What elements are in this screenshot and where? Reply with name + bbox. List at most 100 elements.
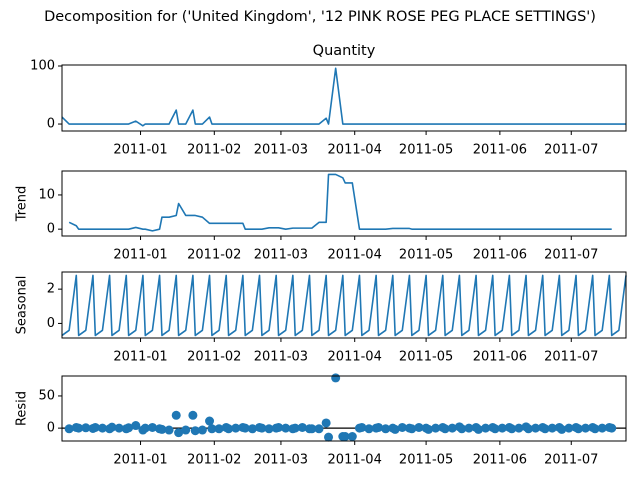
resid-point	[324, 432, 334, 442]
resid-point	[364, 424, 374, 434]
y-tick-label: 0	[47, 316, 55, 331]
y-tick-label: 0	[47, 117, 55, 132]
resid-point	[297, 422, 307, 432]
resid-point	[597, 423, 607, 433]
x-tick-label: 2011-07	[544, 453, 598, 468]
resid-point	[423, 424, 433, 434]
x-tick-label: 2011-03	[254, 143, 308, 158]
y-tick-label: 0	[47, 222, 55, 237]
x-tick-label: 2011-02	[187, 143, 241, 158]
resid-point	[497, 423, 507, 433]
resid-point	[164, 425, 174, 435]
resid-point	[397, 422, 407, 432]
resid-point	[547, 423, 557, 433]
resid-point	[540, 424, 550, 434]
resid-point	[124, 423, 134, 433]
resid-point	[431, 423, 441, 433]
x-tick-label: 2011-06	[473, 453, 527, 468]
figure-title: Decomposition for ('United Kingdom', '12…	[44, 9, 596, 25]
y-tick-label: 0	[47, 421, 55, 436]
resid-point	[90, 422, 100, 432]
x-tick-label: 2011-05	[399, 248, 453, 263]
resid-point	[357, 422, 367, 432]
resid-point	[274, 422, 284, 432]
resid-point	[390, 424, 400, 434]
x-tick-label: 2011-06	[473, 248, 527, 263]
x-tick-label: 2011-03	[254, 248, 308, 263]
axes-frame	[61, 271, 627, 339]
resid-point	[205, 416, 215, 426]
resid-point	[374, 422, 384, 432]
x-tick-label: 2011-03	[254, 453, 308, 468]
resid-point	[281, 423, 291, 433]
y-tick-label: 50	[38, 388, 55, 403]
series-line	[61, 67, 626, 127]
y-axis-label: Resid	[15, 391, 30, 426]
resid-point	[190, 426, 200, 436]
resid-point	[240, 423, 250, 433]
resid-point	[307, 424, 317, 434]
resid-point	[573, 424, 583, 434]
resid-point	[581, 423, 591, 433]
resid-point	[97, 423, 107, 433]
resid-point	[464, 423, 474, 433]
resid-point	[188, 410, 198, 420]
resid-point	[81, 423, 91, 433]
resid-point	[114, 423, 124, 433]
x-tick-label: 2011-07	[544, 350, 598, 365]
x-tick-label: 2011-05	[399, 350, 453, 365]
x-tick-label: 2011-01	[113, 143, 167, 158]
series-line	[68, 173, 612, 232]
x-tick-label: 2011-01	[113, 350, 167, 365]
resid-point	[140, 423, 150, 433]
resid-point	[181, 425, 191, 435]
resid-point	[331, 373, 341, 383]
y-tick-label: 2	[47, 282, 55, 297]
resid-point	[557, 424, 567, 434]
y-axis-label: Trend	[15, 186, 30, 223]
resid-point	[321, 418, 331, 428]
resid-point	[207, 424, 217, 434]
x-tick-label: 2011-04	[328, 143, 382, 158]
series-line	[61, 274, 627, 337]
resid-point	[457, 424, 467, 434]
resid-point	[257, 423, 267, 433]
resid-point	[74, 423, 84, 433]
resid-point	[407, 424, 417, 434]
x-tick-label: 2011-07	[544, 143, 598, 158]
resid-point	[381, 424, 391, 434]
resid-point	[564, 423, 574, 433]
x-tick-label: 2011-02	[187, 248, 241, 263]
x-tick-label: 2011-05	[399, 453, 453, 468]
resid-point	[314, 424, 324, 434]
resid-point	[490, 424, 500, 434]
x-tick-label: 2011-05	[399, 143, 453, 158]
y-tick-label: 10	[38, 187, 55, 202]
resid-point	[171, 410, 181, 420]
resid-point	[214, 424, 224, 434]
resid-point	[157, 424, 167, 434]
panel-title: Quantity	[313, 43, 376, 59]
resid-point	[347, 431, 357, 441]
resid-point	[473, 424, 483, 434]
resid-point	[197, 425, 207, 435]
resid-point	[264, 424, 274, 434]
resid-point	[231, 423, 241, 433]
resid-point	[340, 431, 350, 441]
resid-point	[590, 424, 600, 434]
y-tick-label: 100	[30, 58, 55, 73]
resid-point	[64, 424, 74, 434]
x-tick-label: 2011-07	[544, 248, 598, 263]
resid-point	[514, 423, 524, 433]
resid-point	[290, 423, 300, 433]
resid-point	[507, 424, 517, 434]
resid-point	[174, 428, 184, 438]
resid-point	[107, 422, 117, 432]
resid-point	[440, 424, 450, 434]
x-tick-label: 2011-01	[113, 453, 167, 468]
y-axis-label: Seasonal	[15, 276, 30, 335]
x-tick-label: 2011-02	[187, 453, 241, 468]
x-tick-label: 2011-06	[473, 350, 527, 365]
